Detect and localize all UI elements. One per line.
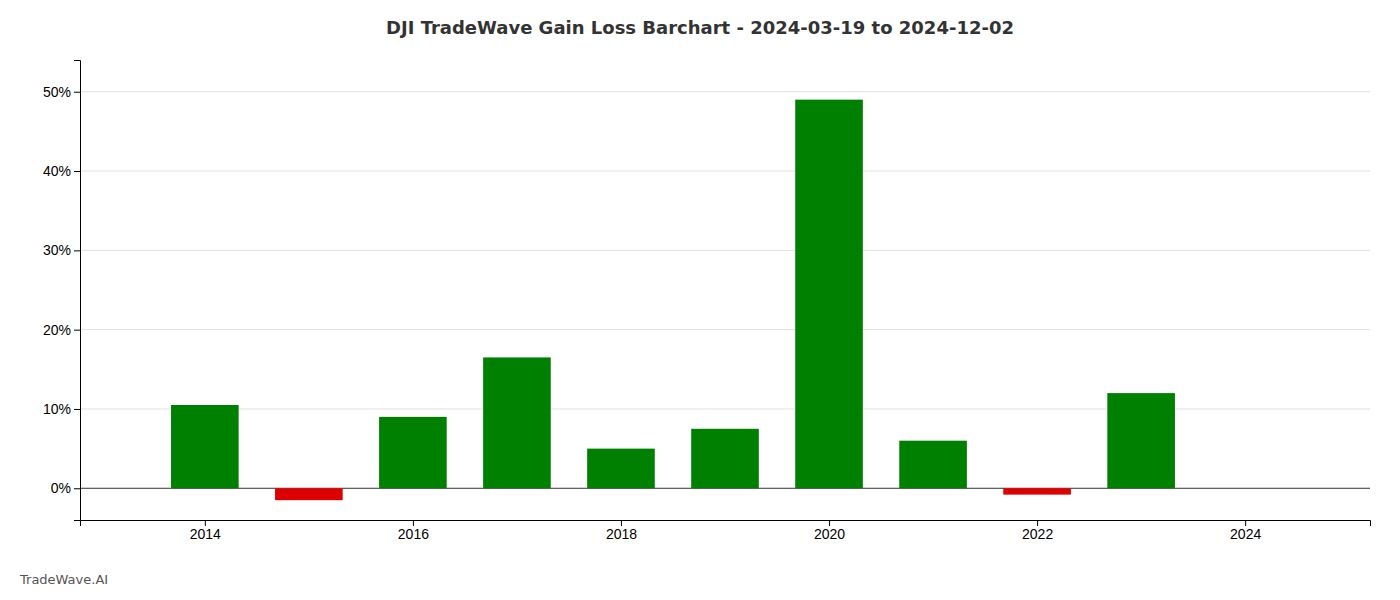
bar (691, 429, 759, 488)
y-tick: 40% (43, 163, 80, 179)
grid (80, 92, 1370, 489)
y-tick-mark (74, 171, 80, 172)
bar (275, 488, 343, 500)
y-tick-mark (74, 92, 80, 93)
y-tick-label: 20% (43, 322, 71, 338)
annotation: TradeWave.AI (19, 572, 108, 587)
y-tick-mark (74, 250, 80, 251)
y-tick: 10% (43, 401, 80, 417)
y-tick: 20% (43, 322, 80, 338)
grid-line (80, 171, 1370, 172)
bar (483, 357, 551, 488)
y-tick-mark (74, 488, 80, 489)
x-tick: 2022 (1022, 520, 1053, 542)
x-tick: 2024 (1230, 520, 1261, 542)
x-axis: 2014 2016 2018 2020 2022 2024 (81, 520, 1371, 542)
y-tick-mark (74, 409, 80, 410)
x-axis-line (81, 521, 1371, 527)
bar (171, 405, 239, 488)
y-tick: 0% (51, 480, 80, 496)
x-tick-label: 2022 (1022, 526, 1053, 542)
y-axis-line (74, 61, 81, 521)
bar (1003, 488, 1071, 494)
x-tick: 2020 (814, 520, 845, 542)
x-tick: 2018 (606, 520, 637, 542)
y-tick: 50% (43, 84, 80, 100)
y-axis: 0% 10% 20% 30% 40% 50% (43, 61, 81, 521)
x-tick-label: 2016 (398, 526, 429, 542)
grid-line (80, 250, 1370, 251)
y-tick-label: 30% (43, 242, 71, 258)
x-tick-label: 2014 (190, 526, 221, 542)
y-tick: 30% (43, 242, 80, 258)
bar (899, 441, 967, 489)
bar (1107, 393, 1175, 488)
grid-line (80, 329, 1370, 330)
title: DJI TradeWave Gain Loss Barchart - 2024-… (386, 17, 1014, 38)
y-tick-label: 0% (51, 480, 71, 496)
x-tick-label: 2020 (814, 526, 845, 542)
y-tick-label: 40% (43, 163, 71, 179)
bar (587, 449, 655, 489)
grid-line (80, 408, 1370, 409)
x-tick-label: 2018 (606, 526, 637, 542)
grid-line (80, 91, 1370, 92)
plot: 0% 10% 20% 30% 40% 50% 2014 2016 2018 2020 2022 202… (43, 61, 1371, 542)
x-tick: 2014 (190, 520, 221, 542)
x-tick-label: 2024 (1230, 526, 1261, 542)
bar (379, 417, 447, 488)
chart: 0% 10% 20% 30% 40% 50% 2014 2016 2018 2020 2022 202… (0, 0, 1400, 600)
bars (171, 100, 1175, 501)
y-tick-label: 50% (43, 84, 71, 100)
bar (795, 100, 863, 489)
x-tick: 2016 (398, 520, 429, 542)
y-tick-label: 10% (43, 401, 71, 417)
y-tick-mark (74, 330, 80, 331)
